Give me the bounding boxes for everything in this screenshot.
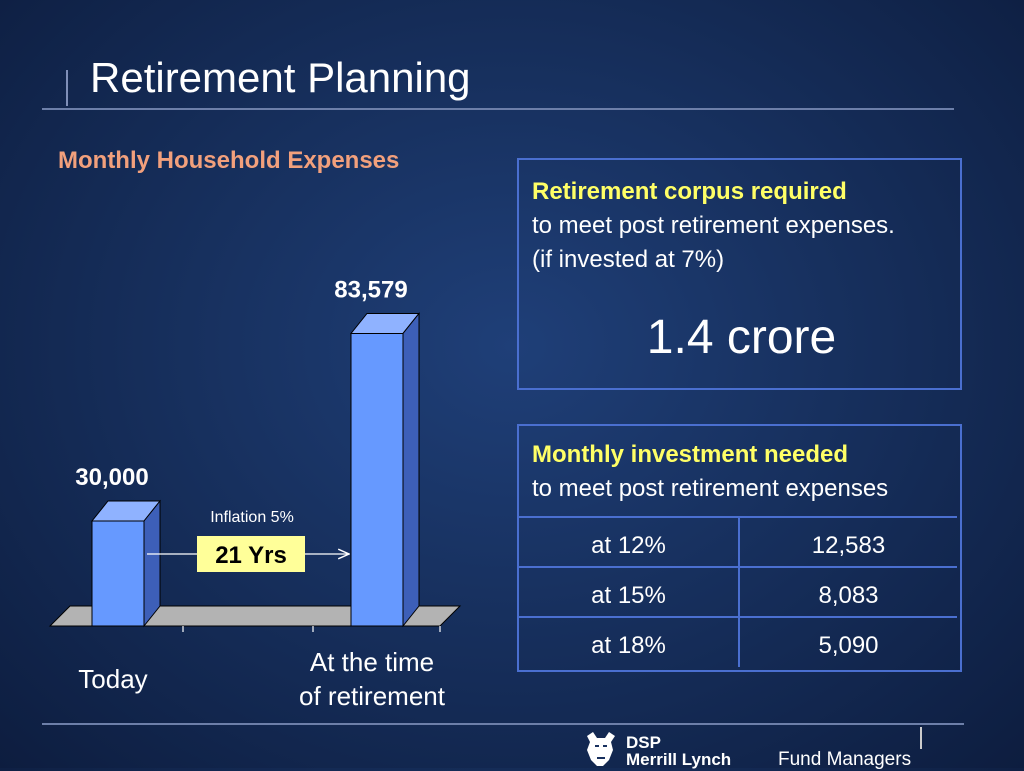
bull-icon bbox=[587, 732, 615, 766]
logo-wordmark: DSP Merrill Lynch bbox=[626, 734, 731, 768]
chart-title: Monthly Household Expenses bbox=[58, 147, 400, 174]
title-divider bbox=[42, 108, 954, 110]
page-title: Retirement Planning bbox=[90, 54, 471, 101]
table-row: at 18% 5,090 bbox=[519, 616, 957, 667]
corpus-panel: Retirement corpus required to meet post … bbox=[517, 158, 962, 390]
investment-panel: Monthly investment needed to meet post r… bbox=[517, 424, 962, 672]
table-row: at 15% 8,083 bbox=[519, 566, 957, 617]
investment-table: at 12% 12,583 at 15% 8,083 at 18% 5,090 bbox=[519, 516, 957, 667]
bar-side-face bbox=[143, 499, 161, 628]
investment-line-1: to meet post retirement expenses bbox=[532, 475, 889, 502]
rate-cell: at 18% bbox=[519, 616, 740, 667]
corpus-heading: Retirement corpus required bbox=[532, 178, 847, 205]
title-tick bbox=[66, 70, 68, 106]
corpus-amount: 1.4 crore bbox=[646, 311, 837, 364]
logo-line-2: Merrill Lynch bbox=[626, 750, 732, 769]
rate-cell: at 12% bbox=[519, 516, 740, 567]
bar bbox=[91, 520, 145, 627]
duration-badge-label: 21 Yrs bbox=[215, 542, 287, 569]
bar-value-label: 83,579 bbox=[334, 276, 407, 303]
corpus-line-1: to meet post retirement expenses. bbox=[532, 212, 895, 239]
bar-chart: 30,000 83,579 Inflation 5% 21 Yrs bbox=[48, 276, 462, 632]
amount-cell: 12,583 bbox=[739, 516, 957, 567]
inflation-label: Inflation 5% bbox=[210, 509, 294, 526]
logo-line-1: DSP bbox=[626, 733, 661, 752]
logo-fund-managers: Fund Managers bbox=[778, 749, 912, 770]
corpus-line-2: (if invested at 7%) bbox=[532, 246, 725, 273]
investment-heading: Monthly investment needed bbox=[532, 441, 849, 468]
x-category-line: At the time bbox=[309, 647, 435, 677]
bar bbox=[350, 332, 404, 627]
amount-cell: 8,083 bbox=[739, 566, 957, 617]
x-category-line: Today bbox=[78, 664, 148, 694]
amount-cell: 5,090 bbox=[739, 616, 957, 667]
duration-badge bbox=[197, 536, 305, 572]
bar-value-label: 30,000 bbox=[75, 464, 148, 491]
table-row: at 12% 12,583 bbox=[519, 516, 957, 567]
x-category-retirement: At the time of retirement bbox=[282, 645, 462, 713]
bar-side-face bbox=[402, 312, 420, 628]
rate-cell: at 15% bbox=[519, 566, 740, 617]
footer-divider bbox=[42, 723, 964, 725]
logo-divider bbox=[920, 727, 922, 749]
x-category-today: Today bbox=[58, 662, 168, 696]
x-category-line: of retirement bbox=[299, 681, 445, 711]
